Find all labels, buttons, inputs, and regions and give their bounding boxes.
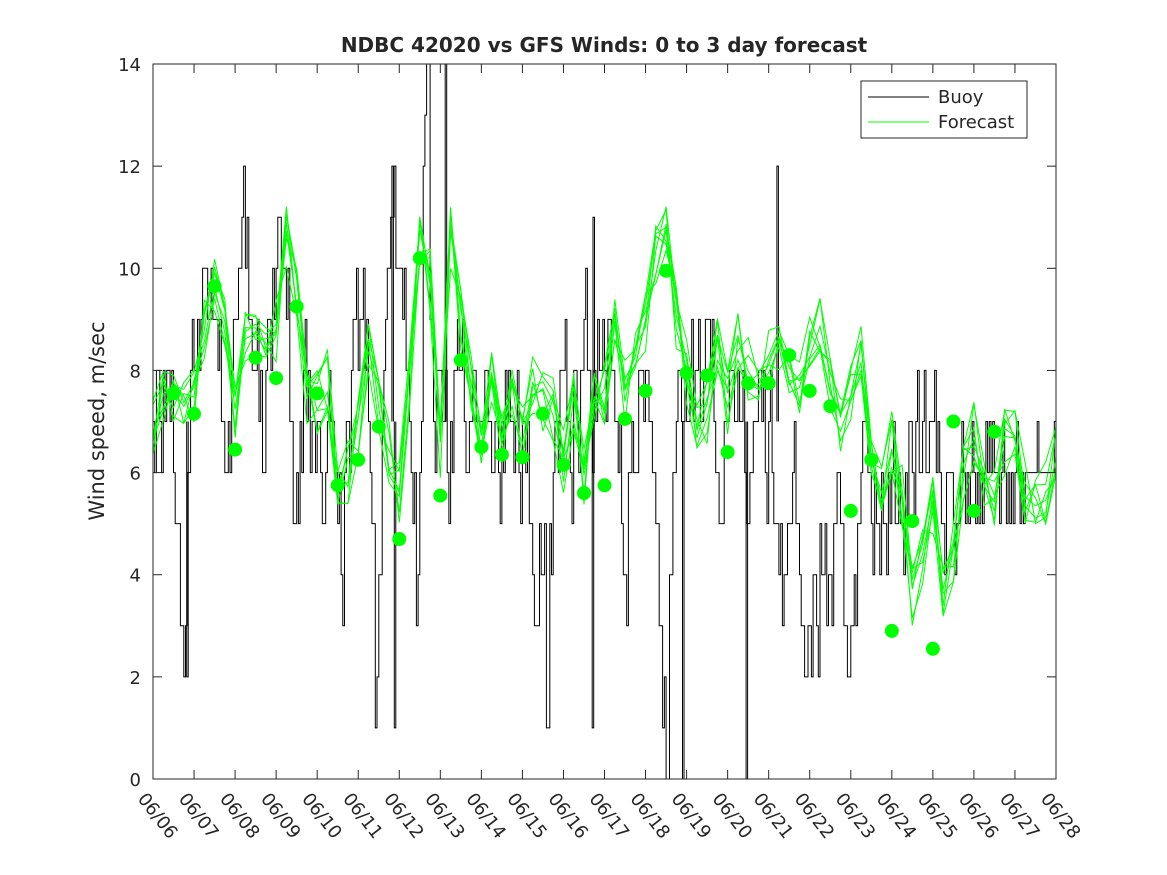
forecast-dot-27 [720, 445, 735, 460]
legend-forecast-label: Forecast [938, 112, 1014, 133]
chart-title: NDBC 42020 vs GFS Winds: 0 to 3 day fore… [341, 33, 868, 57]
buoy-spike-2 [393, 421, 397, 729]
forecast-dot-8 [330, 478, 345, 493]
forecast-dot-17 [515, 450, 530, 465]
forecast-dot-9 [351, 452, 366, 467]
forecast-dot-7 [310, 386, 325, 401]
legend: Buoy Forecast [860, 80, 1028, 139]
forecast-dot-4 [248, 350, 263, 365]
forecast-run-6 [153, 222, 1056, 617]
forecast-dot-30 [782, 348, 797, 363]
forecast-dot-28 [741, 376, 756, 391]
forecast-dot-14 [453, 353, 468, 368]
forecast-dot-6 [289, 299, 304, 314]
forecast-dot-31 [802, 383, 817, 398]
forecast-dot-35 [884, 623, 899, 638]
buoy-spike-1 [391, 165, 394, 422]
forecast-dot-32 [823, 399, 838, 414]
forecast-dot-36 [905, 514, 920, 529]
forecast-dot-25 [679, 366, 694, 380]
forecast-dot-29 [761, 376, 776, 391]
y-tick-label-0: 0 [130, 770, 141, 791]
forecast-dot-13 [433, 488, 448, 503]
forecast-dot-21 [597, 478, 612, 493]
y-tick-label-1: 2 [130, 668, 141, 689]
forecast-dot-37 [925, 641, 940, 656]
forecast-dot-19 [556, 457, 571, 472]
buoy-series-line [153, 63, 1056, 780]
forecast-dot-33 [843, 503, 858, 518]
buoy-spike-7 [776, 165, 779, 422]
forecast-dot-0 [166, 386, 181, 401]
forecast-dot-24 [659, 263, 674, 278]
forecast-dot-3 [228, 442, 243, 457]
forecast-dot-16 [494, 447, 509, 462]
forecast-run-7 [153, 222, 1056, 614]
forecast-dot-20 [577, 486, 591, 500]
legend-buoy-label: Buoy [938, 87, 984, 108]
buoy-spike-0 [186, 421, 189, 678]
forecast-dot-11 [392, 532, 407, 546]
forecast-dot-12 [412, 251, 427, 266]
legend-box [860, 80, 1028, 139]
y-tick-label-6: 12 [118, 157, 141, 178]
y-tick-label-4: 8 [130, 361, 141, 382]
forecast-dot-10 [371, 419, 386, 434]
y-tick-label-3: 6 [130, 464, 141, 485]
forecast-dot-15 [474, 440, 489, 454]
forecast-dot-40 [987, 424, 1002, 439]
y-tick-label-2: 4 [130, 566, 141, 587]
forecast-dot-39 [966, 503, 981, 518]
forecast-dot-22 [618, 411, 632, 426]
forecast-dot-38 [946, 414, 961, 429]
buoy-spike-5 [591, 421, 595, 729]
forecast-dot-1 [187, 406, 201, 421]
forecast-dot-34 [864, 452, 879, 467]
y-tick-label-7: 14 [118, 55, 141, 76]
forecast-dot-23 [638, 383, 653, 398]
y-axis-label: Wind speed, m/sec [85, 321, 109, 520]
forecast-dot-5 [269, 371, 284, 386]
buoy-spike-4 [592, 216, 595, 422]
forecast-dot-26 [700, 368, 715, 383]
forecast-dot-2 [207, 279, 222, 294]
forecast-dot-18 [535, 406, 550, 421]
y-tick-label-5: 10 [118, 259, 141, 280]
